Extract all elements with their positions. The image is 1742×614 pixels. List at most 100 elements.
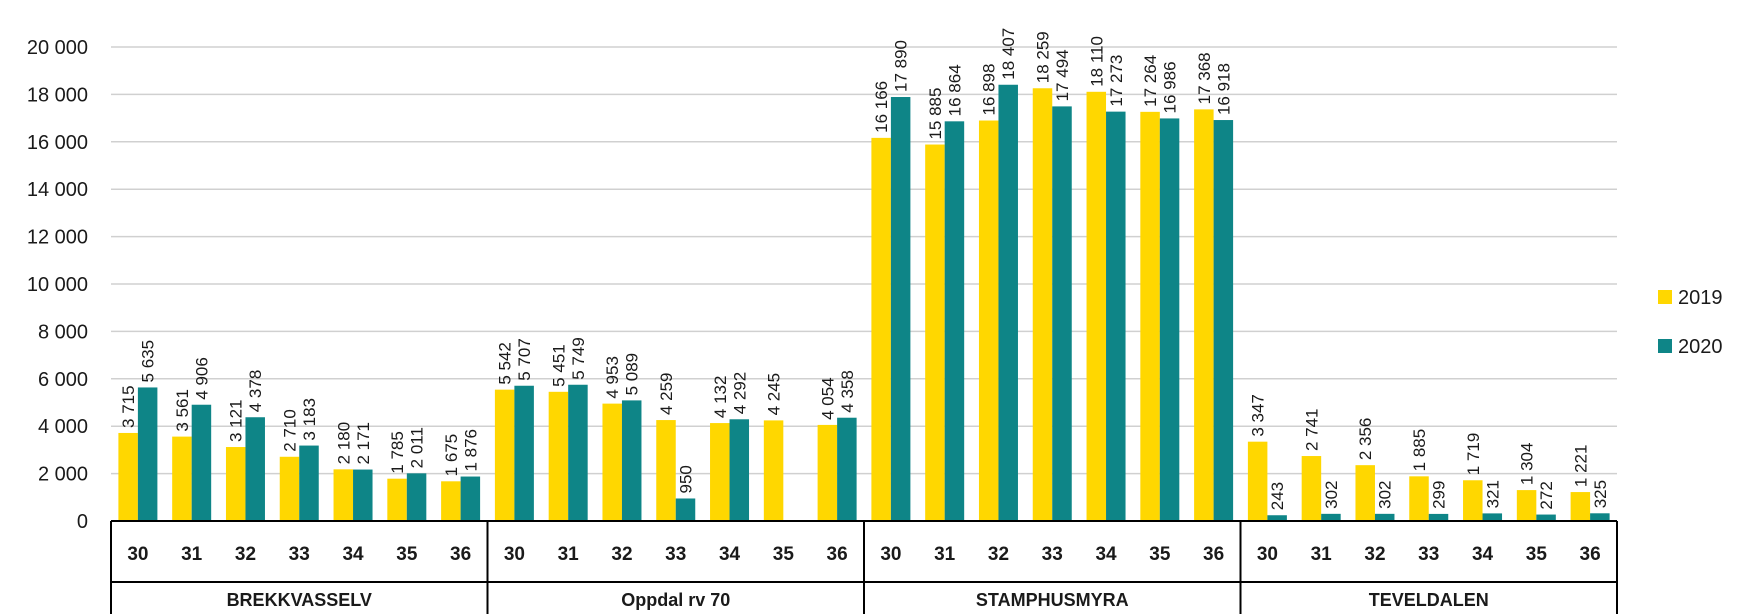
x-tick-label: 36 <box>1203 544 1224 565</box>
legend-label-2019: 2019 <box>1678 287 1723 309</box>
bar-2019 <box>225 447 246 521</box>
data-label: 3 715 <box>119 385 138 428</box>
data-label: 299 <box>1430 481 1449 509</box>
bar-2020 <box>191 404 212 521</box>
y-tick-label: 14 000 <box>27 179 88 201</box>
data-label: 1 221 <box>1571 445 1590 488</box>
data-label: 4 906 <box>192 357 211 400</box>
bar-2019 <box>333 469 354 521</box>
bar-2019 <box>1516 490 1537 521</box>
data-label: 18 259 <box>1034 31 1053 83</box>
bar-2020 <box>998 84 1018 522</box>
data-label: 1 304 <box>1518 443 1537 486</box>
x-tick-label: 35 <box>396 544 418 565</box>
bar-2019 <box>817 424 838 521</box>
bar-2020 <box>1267 515 1287 521</box>
bar-2019 <box>871 137 891 522</box>
x-tick-label: 36 <box>450 544 471 565</box>
data-label: 5 707 <box>515 338 534 381</box>
group-label: Oppdal rv 70 <box>621 590 730 610</box>
bar-2019 <box>710 423 730 521</box>
bar-2020 <box>675 498 696 521</box>
bar-2019 <box>602 403 622 521</box>
x-tick-label: 32 <box>235 544 256 565</box>
gridlines <box>111 46 1617 475</box>
data-label: 4 292 <box>730 372 749 415</box>
data-label: 4 358 <box>838 370 857 413</box>
x-tick-label: 30 <box>1257 544 1278 565</box>
data-label: 15 885 <box>926 88 945 140</box>
data-label: 16 898 <box>980 64 999 116</box>
data-label: 2 011 <box>408 427 427 468</box>
x-tick-label: 35 <box>1149 544 1171 565</box>
bar-2019 <box>279 456 300 521</box>
y-tick-label: 10 000 <box>27 274 88 296</box>
bar-2019 <box>1140 111 1160 521</box>
bar-2019 <box>494 389 515 521</box>
bar-2020 <box>1536 514 1556 521</box>
bar-2020 <box>299 445 319 521</box>
group-label: STAMPHUSMYRA <box>976 590 1129 610</box>
bar-2020 <box>944 121 965 522</box>
bar-2020 <box>353 469 373 521</box>
bar-2020 <box>1159 118 1180 522</box>
legend-swatch-2020 <box>1658 339 1672 353</box>
data-label: 325 <box>1591 480 1610 508</box>
data-label: 4 259 <box>657 373 676 416</box>
bars <box>118 84 1610 522</box>
data-label: 272 <box>1537 481 1556 509</box>
bar-2019 <box>925 144 945 521</box>
bar-2020 <box>460 476 481 521</box>
bar-2020 <box>1052 106 1072 521</box>
x-tick-label: 32 <box>1364 544 1385 565</box>
x-tick-label: 33 <box>1042 544 1063 565</box>
bar-2020 <box>1321 513 1341 521</box>
x-tick-label: 31 <box>181 544 203 565</box>
bar-2020 <box>1213 120 1234 522</box>
data-label: 1 885 <box>1410 429 1429 472</box>
x-tick-label: 36 <box>1580 544 1601 565</box>
y-tick-label: 8 000 <box>38 321 88 343</box>
data-label: 16 986 <box>1161 61 1180 113</box>
x-tick-label: 35 <box>773 544 795 565</box>
data-label: 2 356 <box>1356 418 1375 461</box>
bar-2019 <box>1301 456 1322 521</box>
y-tick-label: 18 000 <box>27 84 88 106</box>
legend: 2019 2020 <box>1658 287 1723 358</box>
data-label: 4 132 <box>711 376 730 419</box>
y-tick-label: 20 000 <box>27 37 88 59</box>
x-tick-label: 31 <box>1311 544 1333 565</box>
data-label: 16 918 <box>1214 63 1233 115</box>
data-label: 4 953 <box>603 356 622 399</box>
x-tick-label: 33 <box>665 544 686 565</box>
data-label: 2 710 <box>281 409 300 452</box>
y-tick-label: 4 000 <box>38 416 88 438</box>
bar-2019 <box>172 436 192 521</box>
x-tick-label: 30 <box>127 544 148 565</box>
bar-2020 <box>1590 513 1610 521</box>
data-label: 4 378 <box>246 370 265 413</box>
x-tick-label: 36 <box>827 544 848 565</box>
data-label: 17 273 <box>1107 55 1126 107</box>
data-label: 16 864 <box>945 64 964 116</box>
bar-2019 <box>1355 465 1375 521</box>
y-tick-label: 6 000 <box>38 369 88 391</box>
bar-2019 <box>1194 109 1214 521</box>
bar-2020 <box>1428 513 1449 521</box>
x-tick-label: 35 <box>1526 544 1548 565</box>
bar-2020 <box>729 419 750 521</box>
x-tick-label: 32 <box>611 544 632 565</box>
y-tick-label: 12 000 <box>27 227 88 249</box>
x-tick-label: 33 <box>289 544 310 565</box>
legend-swatch-2019 <box>1658 290 1672 304</box>
bar-2020 <box>406 473 427 521</box>
x-tick-label: 30 <box>504 544 525 565</box>
data-label: 950 <box>677 465 696 493</box>
bar-2019 <box>1570 492 1591 521</box>
bar-2019 <box>1247 441 1268 521</box>
data-label: 17 890 <box>892 40 911 92</box>
x-axis: 30 31 32 33 34 35 36 BREKKVASSELV 30 31 32 33 34 35 36… <box>110 520 1618 614</box>
x-tick-label: 31 <box>934 544 956 565</box>
x-tick-label: 31 <box>558 544 580 565</box>
